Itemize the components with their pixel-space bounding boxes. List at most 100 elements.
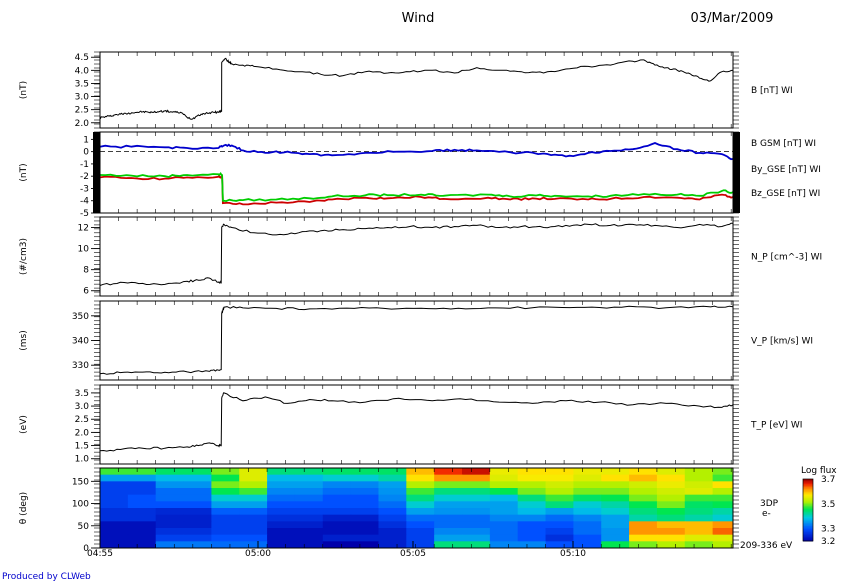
heatmap-cell [545, 534, 574, 542]
heatmap-cell [350, 474, 379, 482]
heatmap-cell [294, 528, 324, 536]
heatmap-cell [239, 501, 268, 509]
heatmap-cell [155, 501, 185, 509]
heatmap-cell [322, 508, 352, 516]
colorbar-segment [803, 516, 813, 519]
heatmap-cell [378, 501, 407, 509]
heatmap-cell [378, 528, 407, 536]
heatmap-cell [684, 468, 714, 476]
heatmap-cell [462, 481, 491, 489]
heatmap-cell [350, 494, 379, 502]
heatmap-cell [100, 488, 129, 496]
y-tick-label: 2.5 [75, 415, 89, 425]
y-tick-label: 100 [72, 500, 89, 510]
heatmap-cell [378, 468, 407, 476]
heatmap-cell [601, 521, 630, 529]
heatmap-cell [517, 488, 547, 496]
y-tick-label: -3 [80, 184, 89, 194]
heatmap-cell [267, 481, 296, 489]
panel-frame [99, 216, 734, 297]
heatmap-cell [211, 501, 240, 509]
heatmap-cell [601, 474, 630, 482]
heatmap-cell [684, 501, 714, 509]
heatmap-cell [573, 468, 602, 476]
heatmap-cell [378, 508, 407, 516]
heatmap-cell [629, 514, 658, 522]
series-line [99, 142, 734, 161]
heatmap-cell [489, 528, 519, 536]
colorbar-segment [803, 500, 813, 503]
heatmap-cell [100, 468, 129, 476]
colorbar-segment [803, 491, 813, 494]
heatmap-cell [378, 474, 407, 482]
heatmap-cell [350, 521, 379, 529]
y-tick-label: 4.5 [75, 53, 89, 63]
heatmap-cell [601, 541, 630, 549]
heatmap-cell [573, 501, 602, 509]
heatmap-cell [294, 508, 324, 516]
heatmap-cell [155, 521, 185, 529]
heatmap-cell [100, 534, 129, 542]
heatmap-cell [267, 541, 296, 549]
energy-range-label: 209-336 eV [740, 541, 793, 551]
y-axis-label: θ (deg) [19, 492, 29, 524]
colorbar-title: Log flux [801, 466, 837, 476]
y-tick-label: 10 [78, 245, 90, 255]
heatmap-cell [378, 541, 407, 549]
y-tick-label: 12 [78, 224, 89, 234]
heatmap-cell [545, 494, 574, 502]
heatmap-cell [406, 508, 435, 516]
heatmap-cell [462, 541, 491, 549]
colorbar-segment [803, 530, 813, 533]
heatmap-cell [434, 521, 463, 529]
heatmap-cell [489, 474, 519, 482]
heatmap-cell [322, 534, 352, 542]
plot-date: 03/Mar/2009 [691, 11, 774, 26]
heatmap-cell [406, 521, 435, 529]
y-tick-label: 2.0 [75, 119, 90, 129]
heatmap-cell [406, 534, 435, 542]
heatmap-cell [127, 541, 157, 549]
heatmap-cell [629, 528, 658, 536]
heatmap-cell [573, 534, 602, 542]
colorbar-segment [803, 503, 813, 506]
heatmap-cell [155, 488, 185, 496]
heatmap-cell [629, 508, 658, 516]
colorbar-tick-label: 3.5 [821, 500, 835, 510]
series-label: T_P [eV] WI [750, 421, 802, 431]
heatmap-cell [350, 468, 379, 476]
colorbar-segment [803, 511, 813, 514]
series-label: V_P [km/s] WI [751, 337, 813, 347]
panel-frame [99, 300, 734, 381]
heatmap-cell [267, 521, 296, 529]
heatmap-cell [712, 521, 734, 529]
heatmap-cell [294, 541, 324, 549]
series-line [99, 392, 734, 452]
y-axis-label: (eV) [19, 415, 29, 434]
heatmap-cell [489, 494, 519, 502]
colorbar-segment [803, 531, 813, 534]
heatmap-cell [545, 541, 574, 549]
colorbar-segment [803, 520, 813, 523]
heatmap-cell [545, 528, 574, 536]
heatmap-cell [322, 514, 352, 522]
y-tick-label: 330 [72, 361, 89, 371]
colorbar-segment [803, 523, 813, 526]
heatmap-cell [489, 508, 519, 516]
heatmap-cell [462, 468, 491, 476]
y-tick-label: 3.0 [75, 402, 90, 412]
heatmap-cell [100, 514, 129, 522]
series-line [99, 305, 734, 375]
heatmap-cell [517, 508, 547, 516]
heatmap-cell [573, 474, 602, 482]
produced-by-label: Produced by CLWeb [2, 572, 91, 582]
heatmap-cell [517, 474, 547, 482]
heatmap-cell [684, 528, 714, 536]
heatmap-cell [239, 521, 268, 529]
heatmap-cell [712, 481, 734, 489]
y-tick-label: 3.0 [75, 93, 90, 103]
heatmap-cell [601, 494, 630, 502]
colorbar-segment [803, 492, 813, 495]
heatmap-cell [406, 528, 435, 536]
heatmap-cell [350, 481, 379, 489]
